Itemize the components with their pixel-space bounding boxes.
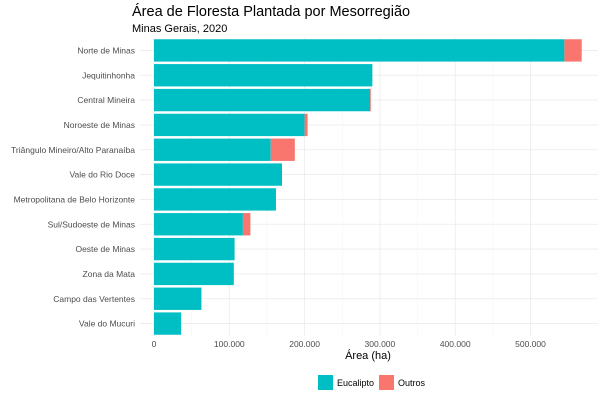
bar-eucalipto-2: [154, 88, 371, 112]
y-tick-labels: Norte de Minas Jequitinhonha Central Minei…: [11, 45, 135, 328]
bar-eucalipto-6: [154, 188, 276, 211]
y-tick-label: Metropolitana de Belo Horizonte: [14, 194, 136, 204]
x-tick-label: 100.000: [214, 339, 245, 349]
bar-eucalipto-0: [154, 39, 565, 62]
x-tick-label: 200.000: [289, 339, 320, 349]
legend: Eucalipto Outros: [318, 375, 426, 390]
bar-eucalipto-1: [154, 64, 373, 87]
bar-eucalipto-8: [154, 237, 235, 261]
bar-eucalipto-11: [154, 312, 182, 335]
legend-label-eucalipto: Eucalipto: [337, 378, 374, 388]
bar-eucalipto-5: [154, 163, 283, 186]
y-tick-label: Campo das Vertentes: [53, 294, 135, 304]
bar-eucalipto-3: [154, 113, 305, 137]
bar-eucalipto-7: [154, 213, 243, 236]
y-tick-label: Jequitinhonha: [82, 70, 135, 80]
bar-outros-2: [370, 88, 371, 112]
y-tick-label: Triângulo Mineiro/Alto Paranaíba: [11, 145, 135, 155]
x-axis-title: Área (ha): [345, 349, 391, 362]
bar-outros-0: [564, 39, 582, 62]
legend-swatch-outros: [379, 375, 394, 390]
bar-outros-3: [304, 113, 308, 137]
chart-subtitle: Minas Gerais, 2020: [132, 23, 227, 35]
y-tick-label: Central Mineira: [77, 95, 135, 105]
bar-eucalipto-4: [154, 138, 271, 161]
bar-outros-7: [242, 213, 251, 236]
legend-label-outros: Outros: [398, 378, 426, 388]
bar-outros-4: [270, 138, 295, 161]
y-tick-label: Vale do Mucuri: [79, 319, 135, 329]
x-tick-label: 400.000: [440, 339, 471, 349]
y-tick-label: Vale do Rio Doce: [69, 170, 135, 180]
legend-swatch-eucalipto: [318, 375, 333, 390]
y-tick-label: Oeste de Minas: [75, 244, 135, 254]
y-tick-label: Zona da Mata: [83, 269, 136, 279]
x-tick-label: 500.000: [515, 339, 546, 349]
x-tick-label: 300.000: [365, 339, 396, 349]
y-tick-label: Noroeste de Minas: [64, 120, 135, 130]
x-tick-label: 0: [152, 339, 157, 349]
y-tick-label: Norte de Minas: [77, 45, 135, 55]
y-tick-label: Sul/Sudoeste de Minas: [48, 219, 135, 229]
bars: [154, 39, 582, 335]
bar-eucalipto-9: [154, 262, 234, 286]
x-tick-labels: 0 100.000 200.000 300.000 400.000 500.000: [152, 339, 546, 349]
gridlines: [140, 38, 598, 336]
bar-eucalipto-10: [154, 287, 202, 310]
chart-title: Área de Floresta Plantada por Mesorregiã…: [132, 3, 410, 20]
